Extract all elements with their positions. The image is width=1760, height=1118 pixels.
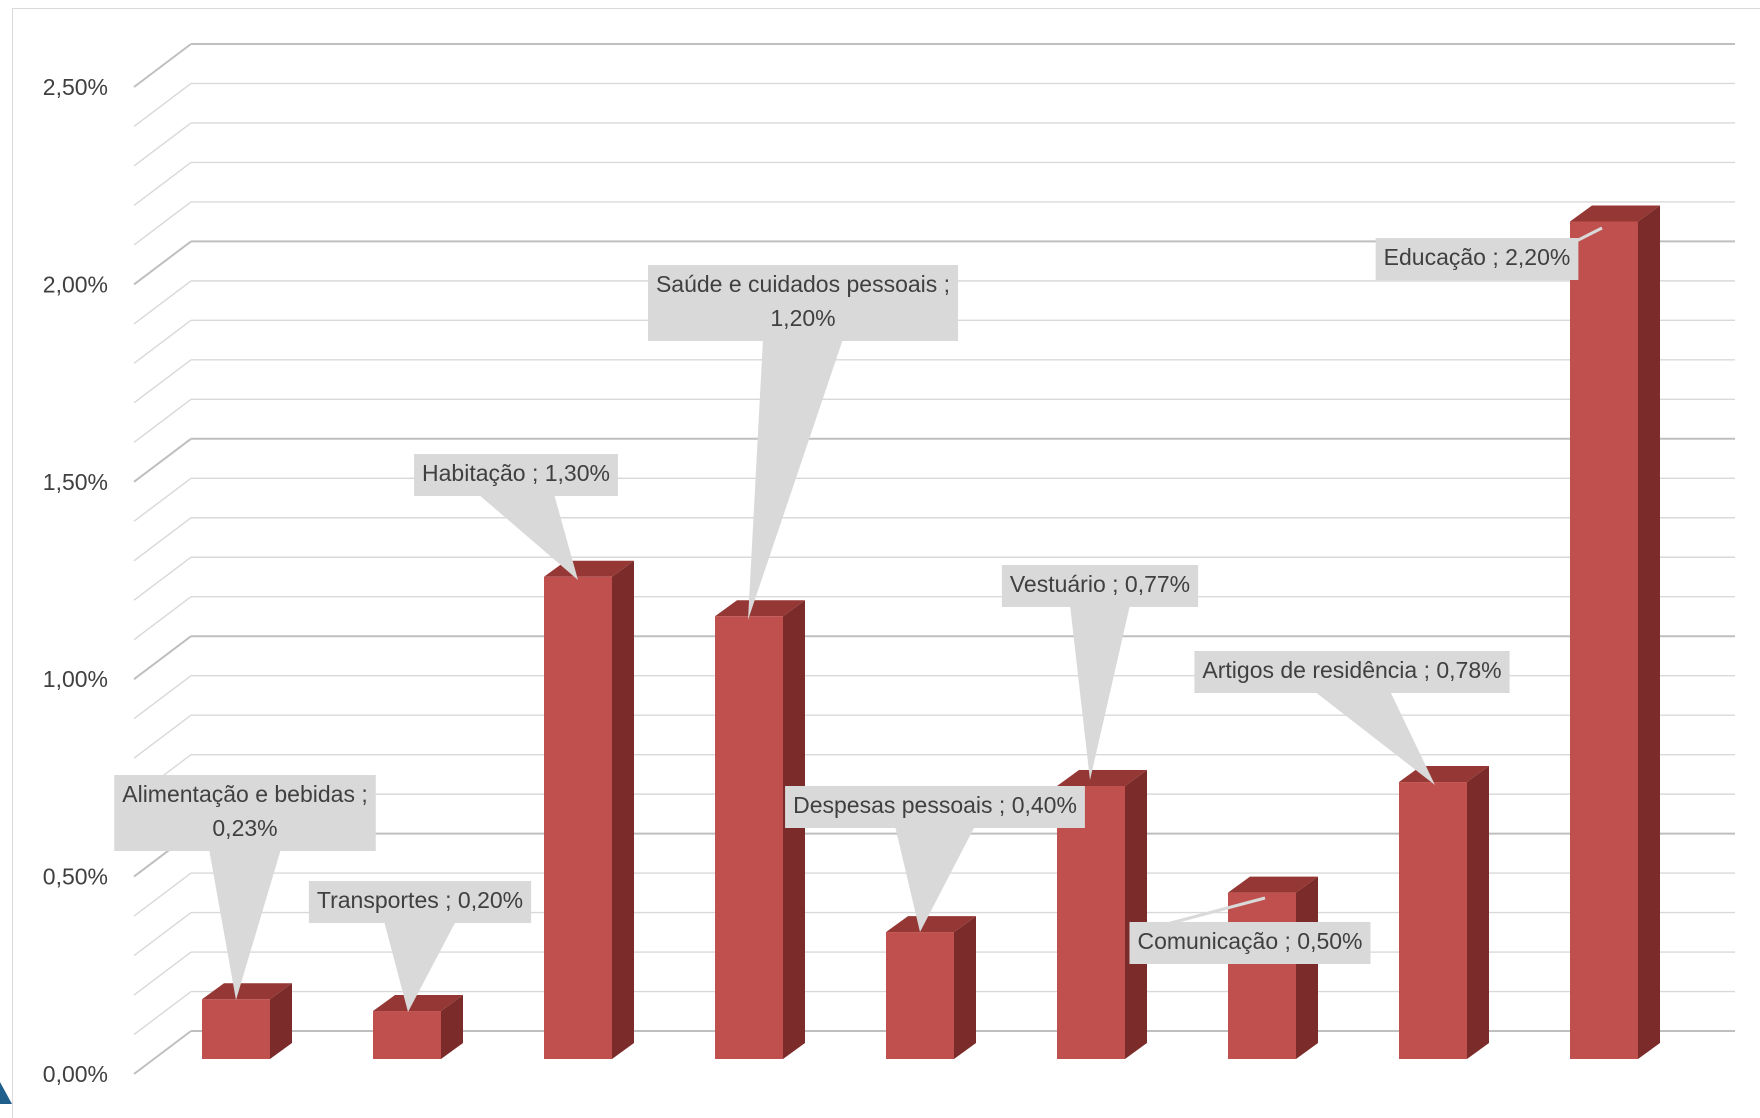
data-label: Vestuário ; 0,77% [1010, 571, 1190, 597]
bar-top [886, 916, 976, 933]
data-label: Despesas pessoais ; 0,40% [793, 792, 1077, 818]
bar [886, 932, 954, 1059]
bar [202, 999, 270, 1059]
bar [1228, 892, 1296, 1059]
gridline-diagonal [133, 201, 192, 246]
gridline-diagonal [133, 359, 192, 404]
callout-pointer [748, 339, 843, 620]
callout-pointer [1070, 605, 1130, 780]
gridline-diagonal [133, 398, 192, 443]
bar-side [612, 560, 634, 1059]
gridline-diagonal [133, 477, 192, 522]
callout-box [1129, 922, 1371, 964]
callout-box [647, 265, 959, 341]
gridline-diagonal [133, 556, 192, 601]
corner-accent-decoration [0, 1082, 12, 1104]
callout-box [414, 454, 618, 496]
gridline-diagonal [133, 280, 192, 325]
y-tick-label: 0,50% [43, 864, 108, 890]
data-label: Artigos de residência ; 0,78% [1202, 657, 1501, 683]
bar-side [783, 600, 805, 1059]
data-label: Comunicação ; 0,50% [1137, 928, 1362, 954]
callout-leader [1573, 226, 1603, 244]
data-label: Habitação ; 1,30% [422, 460, 610, 486]
data-label: 1,20% [770, 305, 835, 331]
bar-side [1638, 205, 1660, 1059]
gridline-diagonal [133, 596, 192, 641]
callout-box [785, 786, 1085, 828]
callout-box [1194, 651, 1510, 693]
callout-pointer [478, 494, 578, 580]
data-label: Alimentação e bebidas ; [122, 781, 368, 807]
data-label-callout: Saúde e cuidados pessoais ; 1,20% [647, 265, 959, 620]
y-tick-label: 1,50% [43, 469, 108, 495]
bar [1399, 782, 1467, 1059]
gridline-diagonal [133, 912, 192, 957]
bar [373, 1011, 441, 1059]
bar-side [954, 916, 976, 1059]
bar-top [1570, 205, 1660, 222]
gridline-diagonal [133, 161, 192, 206]
gridline-diagonal [133, 517, 192, 562]
gridline-diagonal [133, 951, 192, 996]
gridline-diagonal [133, 122, 192, 167]
callout-box [1375, 238, 1579, 280]
data-label-callout: Artigos de residência ; 0,78% [1194, 651, 1510, 785]
data-label-callout: Habitação ; 1,30% [414, 454, 618, 580]
bar-side [270, 983, 292, 1059]
bar-top [715, 600, 805, 617]
y-tick-label: 2,00% [43, 271, 108, 297]
callout-pointer [384, 921, 456, 1012]
gridline-diagonal [133, 872, 192, 917]
bar-top [202, 983, 292, 1000]
chart-frame [12, 8, 1760, 1118]
bar-side [1296, 876, 1318, 1059]
callout-pointer [209, 849, 281, 1000]
bar [1057, 786, 1125, 1059]
y-tick-label: 2,50% [43, 74, 108, 100]
callout-leader [1159, 896, 1266, 928]
gridline-diagonal [133, 319, 192, 364]
gridline-diagonal [133, 82, 192, 128]
data-label: Transportes ; 0,20% [317, 887, 523, 913]
gridline-diagonal [133, 438, 192, 483]
gridline-diagonal [133, 675, 192, 720]
data-label-callout: Educação ; 2,20% [1375, 226, 1603, 280]
callout-box [1001, 565, 1199, 607]
bar [1570, 221, 1638, 1059]
data-label: 0,23% [212, 815, 277, 841]
callout-box [114, 775, 376, 851]
bar-side [1125, 770, 1147, 1059]
data-label: Educação ; 2,20% [1384, 244, 1571, 270]
callout-box [308, 881, 532, 923]
gridline-diagonal [133, 990, 192, 1036]
bar-side [1467, 766, 1489, 1059]
bar-top [1228, 876, 1318, 893]
bar [715, 616, 783, 1059]
gridline-diagonal [133, 714, 192, 759]
bar-top [373, 995, 463, 1012]
bar-top [1057, 770, 1147, 787]
gridline-diagonal [133, 635, 192, 680]
data-label-callout: Despesas pessoais ; 0,40% [785, 786, 1085, 932]
data-label-callout: Vestuário ; 0,77% [1001, 565, 1199, 780]
gridline-diagonal [133, 43, 192, 88]
data-label-callout: Transportes ; 0,20% [308, 881, 532, 1012]
bar [544, 576, 612, 1059]
data-label-callout: Alimentação e bebidas ; 0,23% [114, 775, 376, 1000]
data-label: Saúde e cuidados pessoais ; [656, 271, 950, 297]
gridline-diagonal [133, 1030, 192, 1075]
data-label-callout: Comunicação ; 0,50% [1129, 896, 1371, 964]
bar-side [441, 995, 463, 1059]
y-tick-label: 1,00% [43, 666, 108, 692]
callout-pointer [1314, 691, 1435, 785]
y-tick-label: 0,00% [43, 1061, 108, 1087]
gridline-diagonal [133, 240, 192, 286]
callout-pointer [895, 826, 975, 932]
